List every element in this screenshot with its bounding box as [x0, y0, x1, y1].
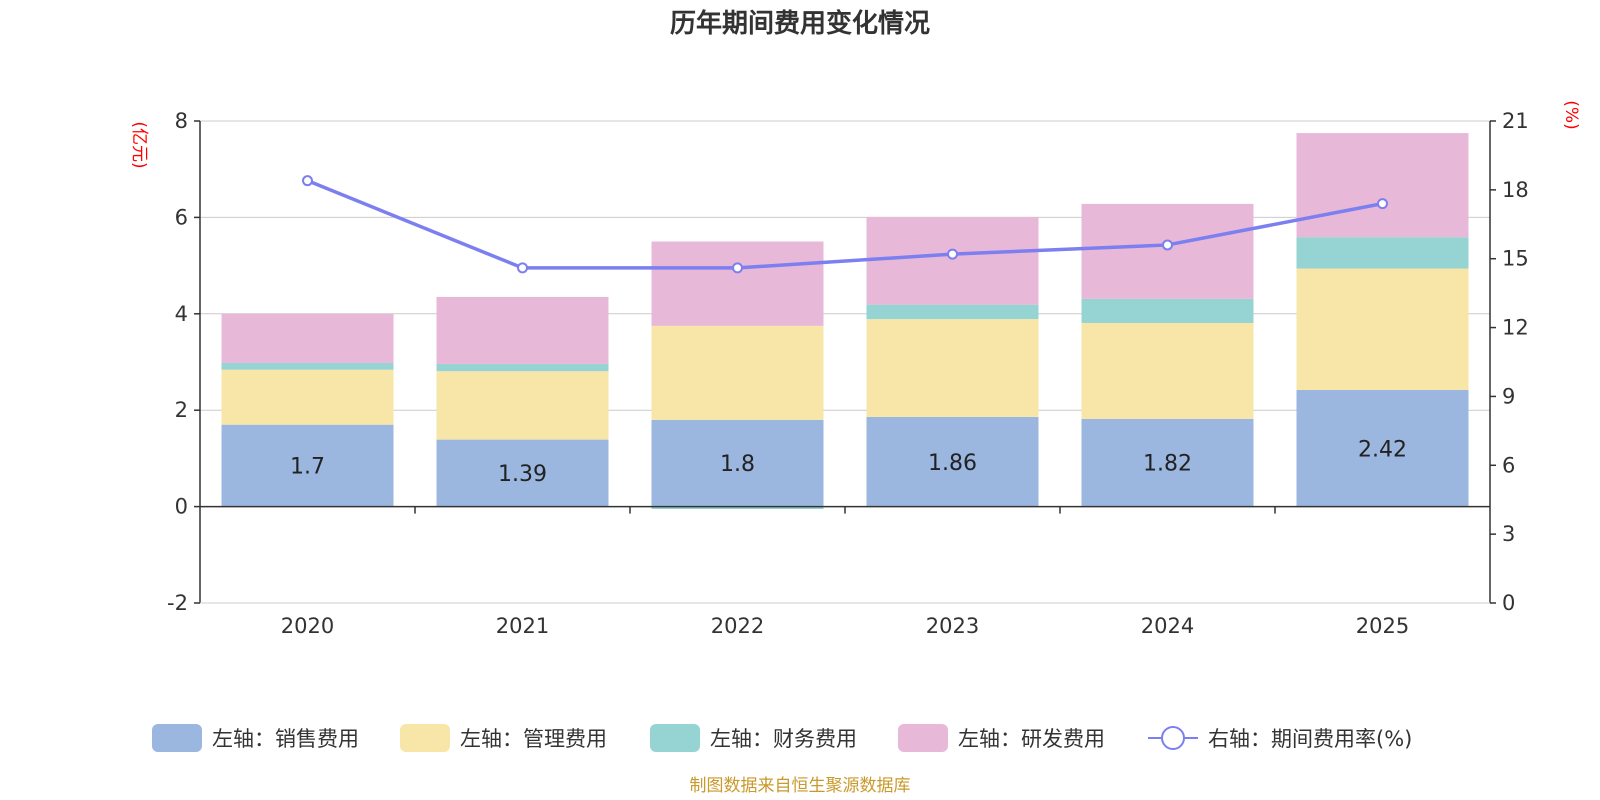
x-axis-tick-label: 2023 [926, 614, 979, 638]
x-axis-tick-label: 2025 [1356, 614, 1409, 638]
legend-label: 右轴：期间费用率(%) [1208, 727, 1412, 751]
bar-2024-左轴：销售费用 [1081, 418, 1254, 507]
line-point [517, 262, 528, 274]
bar-2025-左轴：管理费用 [1296, 268, 1469, 390]
left-axis-unit: (亿元) [129, 121, 149, 168]
line-series-expense-rate [306, 179, 1383, 270]
bar-2020-左轴：研发费用 [221, 313, 394, 363]
bar-2024-左轴：财务费用 [1081, 298, 1254, 323]
x-axis-tick-label: 2022 [711, 614, 764, 638]
bar-value-label: 1.8 [720, 452, 755, 477]
legend-label: 左轴：管理费用 [460, 727, 607, 751]
bar-2020-左轴：销售费用 [221, 424, 394, 507]
bar-2024-左轴：研发费用 [1081, 203, 1254, 299]
right-axis-tick-label: 21 [1502, 109, 1529, 133]
chart-title: 历年期间费用变化情况 [670, 8, 930, 39]
bar-2023-左轴：财务费用 [866, 304, 1039, 320]
legend-marker [1161, 726, 1185, 750]
left-axis-tick-label: 2 [175, 398, 188, 422]
x-axis-tick-label: 2020 [281, 614, 334, 638]
bar-2022-左轴：管理费用 [651, 325, 824, 420]
bar-2025-左轴：财务费用 [1296, 237, 1469, 269]
bar-2022-左轴：销售费用 [651, 419, 824, 507]
right-axis-tick-label: 6 [1502, 453, 1515, 477]
line-point [1162, 239, 1173, 251]
bar-2025-左轴：研发费用 [1296, 133, 1469, 238]
right-axis-tick-label: 15 [1502, 247, 1529, 271]
legend-swatch [650, 724, 700, 752]
legend-swatch [400, 724, 450, 752]
right-axis-tick-label: 9 [1502, 384, 1515, 408]
right-axis-tick-label: 3 [1502, 522, 1515, 546]
line-point [732, 262, 743, 274]
bar-2022-左轴：财务费用 [651, 506, 824, 510]
bar-2025-左轴：销售费用 [1296, 389, 1469, 507]
bar-2023-左轴：销售费用 [866, 416, 1039, 507]
bar-value-label: 1.7 [290, 455, 325, 480]
bar-value-label: 1.86 [928, 451, 977, 476]
bar-2024-左轴：管理费用 [1081, 322, 1254, 419]
bar-2023-左轴：管理费用 [866, 319, 1039, 417]
bar-2020-左轴：财务费用 [221, 362, 394, 370]
left-axis-tick-label: 8 [175, 109, 188, 133]
line-point [302, 175, 313, 187]
bar-2020-左轴：管理费用 [221, 369, 394, 425]
right-axis-unit: (%) [1561, 100, 1581, 129]
left-axis-tick-label: -2 [167, 591, 188, 615]
left-axis-tick-label: 0 [175, 495, 188, 519]
bar-2021-左轴：研发费用 [436, 296, 609, 364]
x-axis-tick-label: 2021 [496, 614, 549, 638]
bar-2021-左轴：财务费用 [436, 363, 609, 372]
bar-value-label: 1.82 [1143, 452, 1192, 477]
bar-value-label: 2.42 [1358, 437, 1407, 462]
bar-2022-左轴：研发费用 [651, 241, 824, 326]
source-note: 制图数据来自恒生聚源数据库 [690, 776, 911, 796]
legend-swatch [898, 724, 948, 752]
legend-label: 左轴：财务费用 [710, 727, 857, 751]
bar-value-label: 1.39 [498, 462, 547, 487]
bar-2021-左轴：管理费用 [436, 371, 609, 440]
legend-label: 左轴：研发费用 [958, 727, 1105, 751]
right-axis-tick-label: 0 [1502, 591, 1515, 615]
right-axis-tick-label: 12 [1502, 316, 1529, 340]
legend-swatch [152, 724, 202, 752]
line-point [1377, 198, 1388, 210]
bar-2023-左轴：研发费用 [866, 216, 1039, 305]
left-axis-tick-label: 6 [175, 205, 188, 229]
legend-label: 左轴：销售费用 [212, 727, 359, 751]
right-axis-tick-label: 18 [1502, 178, 1529, 202]
bar-2021-左轴：销售费用 [436, 439, 609, 507]
line-point [947, 248, 958, 260]
x-axis-tick-label: 2024 [1141, 614, 1194, 638]
left-axis-tick-label: 4 [175, 302, 188, 326]
